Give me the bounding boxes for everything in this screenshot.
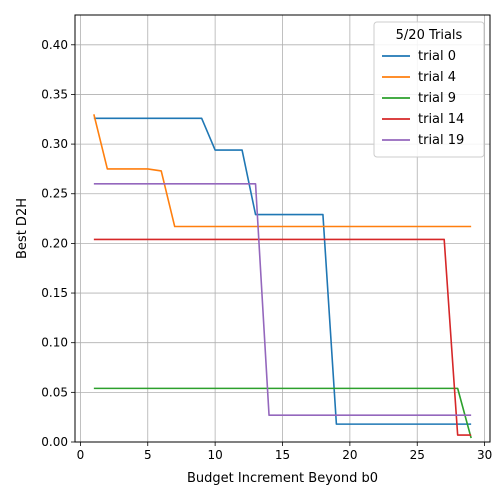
x-tick-label: 30 <box>477 448 492 462</box>
legend-entry-label: trial 0 <box>418 49 456 64</box>
series-lines <box>93 114 472 439</box>
y-tick-label: 0.10 <box>41 336 68 350</box>
legend-items: trial 0 trial 4 trial 9 trial 14 trial 19 <box>382 49 464 148</box>
y-tick-label: 0.35 <box>41 87 68 101</box>
x-tick-label: 5 <box>144 448 152 462</box>
y-tick-label: 0.15 <box>41 286 68 300</box>
series-line-trial-4 <box>93 114 472 228</box>
x-tick-label: 20 <box>342 448 357 462</box>
legend-entry-label: trial 4 <box>418 70 456 85</box>
y-axis-ticks: 0.00 0.05 0.10 0.15 0.20 0.25 0.30 0.35 0.40 <box>41 38 75 449</box>
y-axis-label: Best D2H <box>15 198 30 259</box>
x-tick-label: 0 <box>77 448 85 462</box>
y-tick-label: 0.25 <box>41 187 68 201</box>
x-axis-ticks: 0 5 10 15 20 25 30 <box>77 442 492 462</box>
series-line-trial-9 <box>93 387 472 439</box>
series-line-trial-0 <box>93 117 472 425</box>
y-tick-label: 0.00 <box>41 435 68 449</box>
legend-entry-label: trial 9 <box>418 91 456 106</box>
y-tick-label: 0.20 <box>41 236 68 250</box>
legend-entry-label: trial 19 <box>418 133 464 148</box>
x-tick-label: 25 <box>410 448 425 462</box>
x-tick-label: 10 <box>207 448 222 462</box>
series-line-trial-14 <box>93 238 472 436</box>
y-tick-label: 0.40 <box>41 38 68 52</box>
x-tick-label: 15 <box>275 448 290 462</box>
x-axis-label: Budget Increment Beyond b0 <box>187 471 378 486</box>
series-line-trial-19 <box>93 183 472 416</box>
legend: 5/20 Trials trial 0 trial 4 trial 9 trial 1… <box>373 21 485 158</box>
y-tick-label: 0.30 <box>41 137 68 151</box>
y-tick-label: 0.05 <box>41 385 68 399</box>
legend-entry-label: trial 14 <box>418 112 464 127</box>
legend-title: 5/20 Trials <box>396 28 463 43</box>
